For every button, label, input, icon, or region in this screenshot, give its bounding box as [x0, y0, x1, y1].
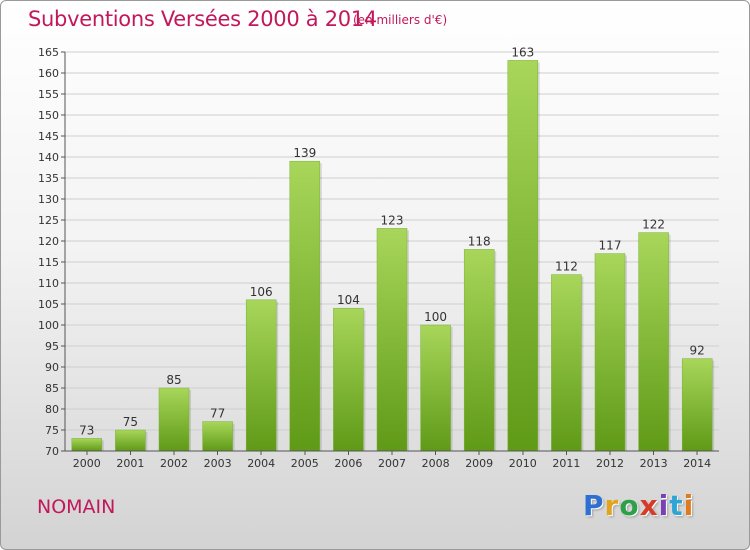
x-tick-label: 2001 [116, 457, 144, 470]
bar-2014[interactable] [681, 358, 713, 452]
y-tick-label: 80 [45, 403, 59, 416]
data-label: 117 [599, 239, 622, 253]
y-tick-label: 130 [38, 193, 59, 206]
x-tick-label: 2008 [422, 457, 450, 470]
bar-2006[interactable] [333, 307, 364, 452]
data-label: 75 [123, 415, 138, 429]
x-tick-label: 2006 [334, 457, 362, 470]
y-tick-label: 160 [38, 67, 59, 80]
logo-letter: r [604, 489, 620, 522]
data-label: 139 [293, 146, 316, 160]
chart-title: Subventions Versées 2000 à 2014 [28, 7, 377, 31]
x-tick-label: 2011 [552, 457, 580, 470]
logo-letter: i [658, 489, 670, 522]
bar-2004[interactable] [245, 299, 277, 452]
y-tick-label: 75 [45, 424, 59, 437]
bar-2009[interactable] [463, 249, 495, 452]
bar-2000[interactable] [71, 438, 103, 452]
x-tick-label: 2012 [596, 457, 624, 470]
y-tick-label: 115 [38, 256, 59, 269]
logo-letter: x [639, 489, 659, 522]
data-label: 92 [690, 344, 705, 358]
x-tick-label: 2009 [465, 457, 493, 470]
axes: 70 75 80 85 90 95 100 105 110 115 120 125 130 135 140 1… [38, 46, 719, 470]
data-label: 112 [555, 260, 578, 274]
x-tick-label: 2013 [640, 457, 668, 470]
bar-2013[interactable] [638, 232, 669, 452]
data-labels: 73 75 85 77 106 139 104 123 100 118 163 112 117 122 92 [79, 45, 705, 437]
x-tick-label: 2000 [73, 457, 101, 470]
data-label: 104 [337, 293, 360, 307]
x-tick-label: 2014 [683, 457, 711, 470]
bar-2002[interactable] [158, 387, 190, 452]
y-tick-label: 145 [38, 130, 59, 143]
x-tick-label: 2002 [160, 457, 188, 470]
bar-2008[interactable] [420, 324, 451, 452]
data-label: 122 [642, 218, 665, 232]
y-tick-label: 85 [45, 382, 59, 395]
data-label: 106 [250, 285, 273, 299]
bars [71, 60, 715, 452]
bar-2005[interactable] [289, 160, 321, 452]
y-tick-label: 125 [38, 214, 59, 227]
logo-letter: t [669, 489, 684, 522]
data-label: 100 [424, 310, 447, 324]
y-tick-label: 105 [38, 298, 59, 311]
bar-2007[interactable] [376, 228, 408, 452]
y-tick-label: 70 [45, 445, 59, 458]
y-tick-label: 90 [45, 361, 59, 374]
x-tick-label: 2005 [291, 457, 319, 470]
proxiti-logo[interactable]: Proxiti [583, 489, 694, 522]
y-tick-label: 155 [38, 88, 59, 101]
bar-2010[interactable] [507, 60, 539, 452]
y-tick-label: 95 [45, 340, 59, 353]
y-tick-label: 100 [38, 319, 59, 332]
x-tick-label: 2007 [378, 457, 406, 470]
x-tick-label: 2010 [509, 457, 537, 470]
logo-letter: i [683, 489, 695, 522]
bar-2012[interactable] [594, 253, 626, 452]
x-tick-label: 2004 [247, 457, 275, 470]
data-label: 118 [468, 234, 491, 248]
y-tick-label: 165 [38, 46, 59, 59]
data-label: 73 [79, 423, 94, 437]
city-name: NOMAIN [37, 496, 116, 518]
y-tick-label: 120 [38, 235, 59, 248]
bar-2011[interactable] [551, 274, 582, 452]
data-label: 123 [381, 213, 404, 227]
y-tick-label: 140 [38, 151, 59, 164]
data-label: 77 [210, 407, 225, 421]
chart-subtitle: (en milliers d'€) [353, 13, 448, 27]
bar-2003[interactable] [202, 421, 233, 452]
data-label: 163 [511, 45, 534, 59]
logo-letter: P [583, 489, 605, 522]
logo-letter: o [619, 489, 640, 522]
y-tick-label: 110 [38, 277, 59, 290]
bar-2001[interactable] [115, 429, 146, 452]
x-tick-label: 2003 [204, 457, 232, 470]
y-tick-label: 150 [38, 109, 59, 122]
data-label: 85 [166, 373, 181, 387]
y-tick-label: 135 [38, 172, 59, 185]
